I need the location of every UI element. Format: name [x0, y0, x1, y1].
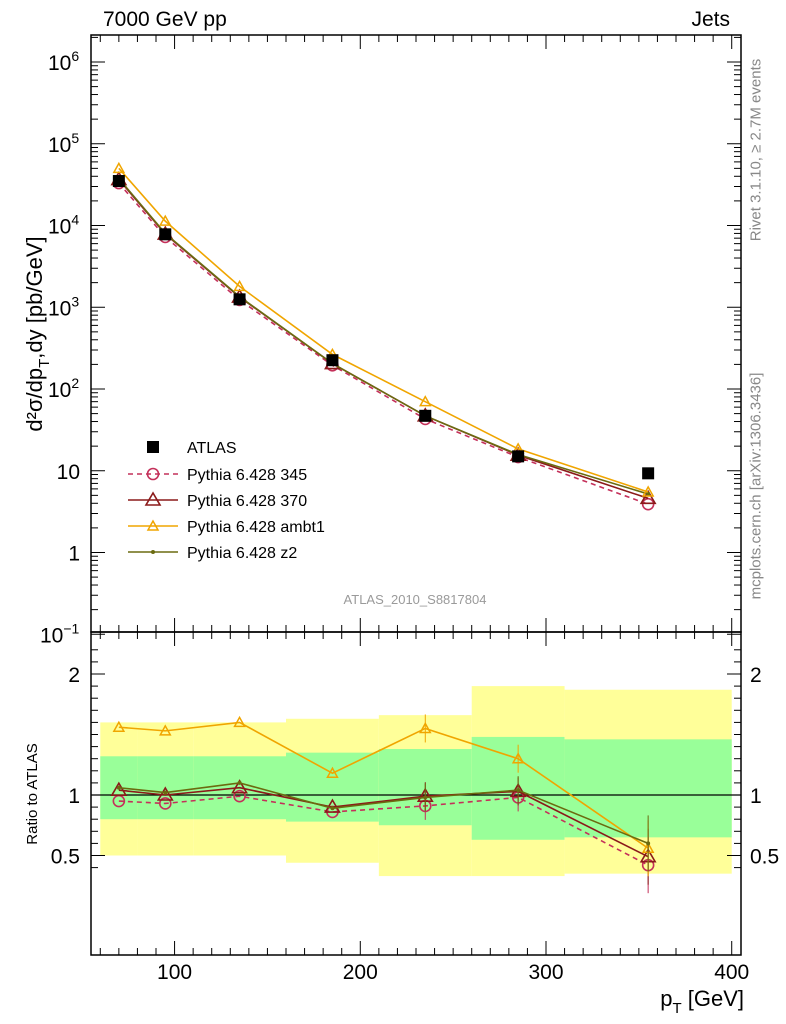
rivet-version-label: Rivet 3.1.10, ≥ 2.7M events: [747, 58, 765, 242]
x-tick-label: 100: [157, 961, 192, 984]
data-point: [159, 214, 172, 226]
mcplots-credit-label: mcplots.cern.ch [arXiv:1306.3436]: [747, 372, 765, 600]
ratio-y-tick-label-right: 0.5: [750, 846, 779, 869]
data-point: [641, 485, 655, 497]
x-tick-label: 200: [343, 961, 378, 984]
x-axis-title: pT [GeV]: [660, 986, 744, 1017]
data-point: [110, 781, 128, 796]
main-y-tick-label: 10−1: [40, 620, 80, 647]
main-series-pythia-6-428-345: [112, 176, 655, 511]
data-point: [146, 519, 160, 531]
legend-entry-pythia-6-428-ambt1: Pythia 6.428 ambt1: [128, 519, 325, 536]
data-point: [511, 752, 525, 764]
data-point: [646, 491, 651, 496]
data-point: [423, 795, 428, 800]
legend-label: Pythia 6.428 z2: [187, 545, 297, 562]
data-point: [231, 779, 248, 794]
ratio-series-pythia-6-428-ambt1: [112, 714, 655, 877]
data-point: [112, 720, 126, 732]
data-point: [159, 724, 172, 736]
data-point: [158, 797, 172, 810]
data-point: [419, 721, 432, 734]
data-point: [642, 467, 655, 480]
data-point: [419, 409, 432, 422]
x-tick-label: 400: [714, 961, 749, 984]
data-point: [151, 550, 155, 554]
ratio-uncertainty-bands: [100, 686, 732, 877]
data-point: [646, 841, 651, 846]
data-point: [326, 354, 339, 367]
data-point: [112, 175, 125, 188]
data-point: [156, 786, 174, 801]
data-point: [419, 395, 432, 407]
header-left-label: 7000 GeV pp: [103, 8, 227, 31]
x-axis-ticks: [99, 35, 733, 955]
ratio-series-pythia-6-428-z2: [116, 776, 651, 872]
data-point: [116, 785, 121, 790]
main-y-tick-label: 102: [48, 375, 79, 402]
ratio-y-axis-title: Ratio to ATLAS: [24, 743, 41, 844]
data-point: [112, 161, 126, 174]
legend-label: Pythia 6.428 370: [187, 493, 307, 510]
inner-band-bin: [286, 752, 379, 822]
legend-entry-pythia-6-428-345: Pythia 6.428 345: [128, 467, 307, 484]
data-point: [159, 228, 172, 241]
main-y-axis-ticks: [91, 36, 741, 635]
ratio-y-tick-label-left: 2: [68, 664, 80, 687]
data-point: [324, 798, 341, 813]
ratio-y-tick-label-left: 1: [68, 785, 80, 808]
main-y-tick-label: 105: [48, 130, 79, 157]
main-y-tick-label: 103: [48, 293, 79, 320]
data-point: [144, 491, 162, 506]
main-y-tick-label: 1: [68, 543, 80, 566]
legend-entry-pythia-6-428-370: Pythia 6.428 370: [128, 491, 307, 510]
legend-entry-atlas: ATLAS: [147, 440, 237, 457]
legend-entry-pythia-6-428-z2: Pythia 6.428 z2: [128, 545, 297, 562]
ratio-y-tick-label-left: 0.5: [51, 846, 80, 869]
data-point: [233, 715, 246, 728]
data-point: [146, 467, 160, 481]
analysis-id-label: ATLAS_2010_S8817804: [344, 592, 487, 607]
data-point: [233, 279, 246, 292]
data-point: [326, 766, 339, 778]
series-line: [118, 795, 649, 866]
legend-label: Pythia 6.428 345: [187, 467, 307, 484]
legend: ATLAS Pythia 6.428 345 Pythia 6.428 370 Pyt…: [128, 440, 325, 562]
main-panel-frame: [90, 34, 742, 633]
ratio-y-tick-label-right: 2: [750, 664, 762, 687]
x-tick-label: 300: [528, 961, 563, 984]
main-y-tick-label: 10: [57, 461, 80, 484]
data-point: [237, 780, 242, 785]
data-point: [330, 806, 335, 811]
main-y-axis-title: d²σ/dpT,dy [pb/GeV]: [22, 236, 53, 431]
data-point: [163, 790, 168, 795]
data-point: [233, 789, 246, 803]
data-point: [516, 788, 521, 793]
legend-label: ATLAS: [187, 440, 237, 457]
header-right-label: Jets: [691, 8, 730, 31]
data-point: [641, 497, 655, 511]
main-y-tick-label: 104: [48, 212, 79, 239]
data-point: [147, 441, 159, 453]
legend-label: Pythia 6.428 ambt1: [187, 519, 325, 536]
data-point: [512, 450, 525, 463]
ratio-y-axis-ticks: [91, 649, 741, 869]
data-point: [233, 293, 246, 306]
data-point: [639, 489, 657, 505]
main-y-tick-label: 106: [48, 48, 79, 75]
ratio-y-tick-label-right: 1: [750, 785, 762, 808]
main-series-atlas: [112, 175, 655, 480]
